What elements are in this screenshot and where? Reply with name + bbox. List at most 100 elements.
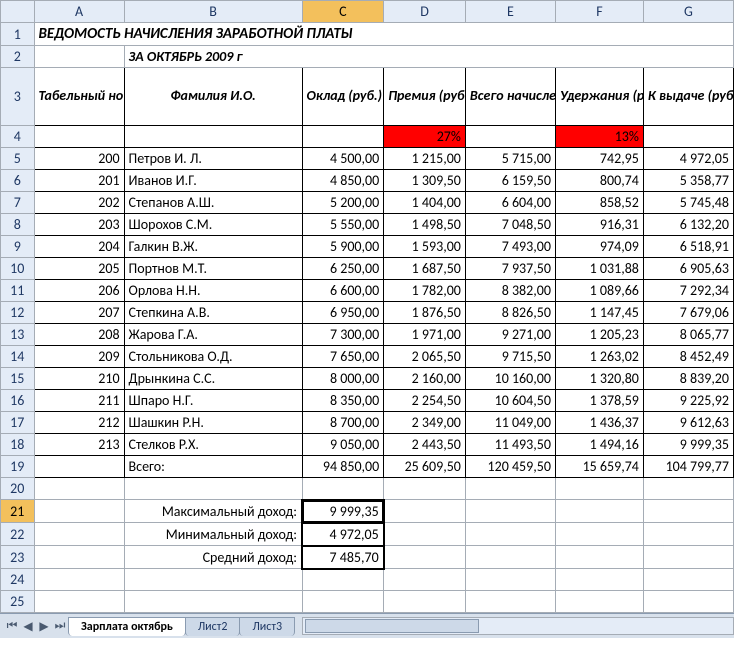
cell[interactable] [465,569,555,591]
col-head-B[interactable]: B [124,1,302,23]
cell-pay[interactable]: 6 518,91 [643,236,733,258]
sheet-title[interactable]: ВЕДОМОСТЬ НАЧИСЛЕНИЯ ЗАРАБОТНОЙ ПЛАТЫ [34,23,734,46]
sheet-tab[interactable]: Зарплата октябрь [68,617,186,636]
cell-salary[interactable]: 4 850,00 [302,170,384,192]
cell-pay[interactable]: 6 132,20 [643,214,733,236]
row-head-4[interactable]: 4 [1,126,35,148]
cell-salary[interactable]: 9 050,00 [302,434,384,456]
select-all-corner[interactable] [1,1,35,23]
cell-pay[interactable]: 8 839,20 [643,368,733,390]
cell-deduct[interactable]: 1 205,23 [555,324,643,346]
cell-total[interactable]: 7 937,50 [465,258,555,280]
cell-tabno[interactable]: 210 [34,368,124,390]
cell-total[interactable]: 11 493,50 [465,434,555,456]
cell-deduct[interactable]: 1 031,88 [555,258,643,280]
cell[interactable] [302,591,384,613]
cell[interactable] [643,569,733,591]
col-head-G[interactable]: G [643,1,733,23]
cell-tabno[interactable]: 209 [34,346,124,368]
total-premium[interactable]: 25 609,50 [384,456,466,478]
cell-tabno[interactable]: 200 [34,148,124,170]
cell-deduct[interactable]: 1 494,16 [555,434,643,456]
cell[interactable] [34,126,124,148]
row-head-3[interactable]: 3 [1,68,35,126]
deduction-percent[interactable]: 13% [555,126,643,148]
row-head-2[interactable]: 2 [1,46,35,68]
cell-deduct[interactable]: 916,31 [555,214,643,236]
cell[interactable] [124,569,302,591]
cell-total[interactable]: 10 604,50 [465,390,555,412]
cell[interactable] [465,478,555,500]
sheet-tab[interactable]: Лист3 [239,617,295,636]
cell-salary[interactable]: 6 950,00 [302,302,384,324]
table-header-F[interactable]: Удержания (руб.) [555,68,643,126]
horizontal-scrollbar[interactable] [302,617,734,635]
table-header-C[interactable]: Оклад (руб.) [302,68,384,126]
cell[interactable] [555,500,643,523]
cell-premium[interactable]: 2 065,50 [384,346,466,368]
table-header-A[interactable]: Табельный номер [34,68,124,126]
scrollbar-thumb[interactable] [305,619,479,633]
cell-name[interactable]: Галкин В.Ж. [124,236,302,258]
cell[interactable] [34,46,124,68]
cell-pay[interactable]: 8 452,49 [643,346,733,368]
cell[interactable] [34,478,124,500]
cell-deduct[interactable]: 974,09 [555,236,643,258]
cell[interactable] [643,500,733,523]
cell-premium[interactable]: 1 309,50 [384,170,466,192]
cell-pay[interactable]: 7 292,34 [643,280,733,302]
stat-value[interactable]: 9 999,35 [302,500,384,523]
cell-tabno[interactable]: 204 [34,236,124,258]
table-header-B[interactable]: Фамилия И.О. [124,68,302,126]
cell[interactable] [34,523,124,546]
cell-total[interactable]: 5 715,00 [465,148,555,170]
cell[interactable] [124,126,302,148]
cell-premium[interactable]: 1 687,50 [384,258,466,280]
cell[interactable] [465,523,555,546]
cell-salary[interactable]: 7 300,00 [302,324,384,346]
cell-total[interactable]: 9 715,50 [465,346,555,368]
cell-deduct[interactable]: 1 089,66 [555,280,643,302]
cell-deduct[interactable]: 1 320,80 [555,368,643,390]
sheet-tab[interactable]: Лист2 [185,617,241,636]
cell-total[interactable]: 7 493,00 [465,236,555,258]
cell[interactable] [124,591,302,613]
tab-nav-last-icon[interactable]: ⏭ [52,617,68,635]
cell-total[interactable]: 9 271,00 [465,324,555,346]
cell-premium[interactable]: 2 254,50 [384,390,466,412]
row-head-15[interactable]: 15 [1,368,35,390]
cell-name[interactable]: Стольникова О.Д. [124,346,302,368]
col-head-A[interactable]: A [34,1,124,23]
row-head-23[interactable]: 23 [1,546,35,569]
cell-name[interactable]: Иванов И.Г. [124,170,302,192]
tab-nav-next-icon[interactable]: ▶ [36,617,52,635]
cell-premium[interactable]: 1 782,00 [384,280,466,302]
cell-pay[interactable]: 7 679,06 [643,302,733,324]
cell-salary[interactable]: 6 600,00 [302,280,384,302]
cell[interactable] [643,523,733,546]
cell-total[interactable]: 7 048,50 [465,214,555,236]
cell-total[interactable]: 10 160,00 [465,368,555,390]
cell-tabno[interactable]: 206 [34,280,124,302]
cell[interactable] [34,591,124,613]
cell-pay[interactable]: 4 972,05 [643,148,733,170]
cell[interactable] [124,478,302,500]
cell-deduct[interactable]: 742,95 [555,148,643,170]
cell-tabno[interactable]: 202 [34,192,124,214]
row-head-5[interactable]: 5 [1,148,35,170]
cell[interactable] [643,591,733,613]
cell[interactable] [555,523,643,546]
cell-premium[interactable]: 2 349,00 [384,412,466,434]
row-head-20[interactable]: 20 [1,478,35,500]
row-head-7[interactable]: 7 [1,192,35,214]
total-salary[interactable]: 94 850,00 [302,456,384,478]
cell-total[interactable]: 11 049,00 [465,412,555,434]
row-head-19[interactable]: 19 [1,456,35,478]
cell-pay[interactable]: 6 905,63 [643,258,733,280]
row-head-8[interactable]: 8 [1,214,35,236]
cell-deduct[interactable]: 1 436,37 [555,412,643,434]
row-head-11[interactable]: 11 [1,280,35,302]
row-head-6[interactable]: 6 [1,170,35,192]
cell-premium[interactable]: 1 593,00 [384,236,466,258]
row-head-18[interactable]: 18 [1,434,35,456]
